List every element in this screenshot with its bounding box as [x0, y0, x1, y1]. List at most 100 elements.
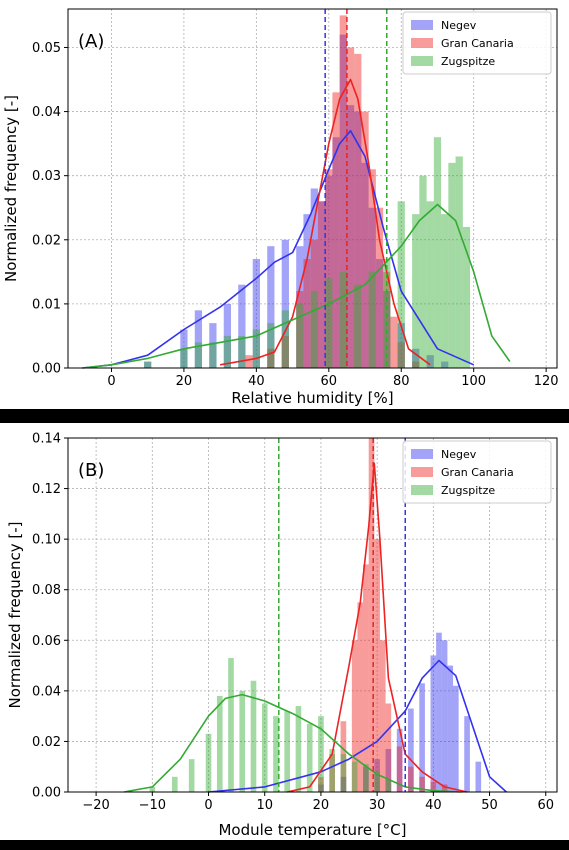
y-tick-label: 0.04	[32, 684, 61, 699]
kde-curve	[82, 203, 511, 369]
legend-box	[402, 11, 552, 75]
panel-divider-bottom	[0, 840, 569, 850]
histogram-bar	[329, 754, 335, 792]
x-tick-label: 120	[534, 374, 559, 389]
legend-entry: Gran Canaria	[441, 466, 514, 479]
x-tick-label: 50	[481, 798, 498, 813]
histogram-bar	[239, 690, 246, 792]
histogram-bar	[346, 47, 355, 368]
histogram-bar	[180, 348, 188, 368]
x-tick-label: 20	[313, 798, 330, 813]
histogram-bar	[357, 602, 364, 792]
legend-entry: Negev	[441, 19, 477, 32]
x-axis-label: Module temperature [°C]	[218, 821, 406, 839]
x-tick-label: 80	[393, 374, 410, 389]
histogram-bar	[306, 723, 313, 792]
histogram-bar	[252, 329, 260, 368]
x-tick-label: 60	[537, 798, 554, 813]
histogram-bar	[318, 776, 324, 792]
histogram-bar	[194, 342, 203, 368]
histogram-bar	[390, 316, 398, 368]
x-tick-label: 10	[256, 798, 273, 813]
histogram-bar	[332, 137, 340, 368]
y-tick-label: 0.01	[32, 297, 61, 312]
kde-curve	[124, 693, 462, 793]
kde-curve	[287, 462, 468, 793]
histogram-bar	[375, 259, 384, 368]
histogram-bar	[325, 278, 333, 368]
panel-label: (B)	[78, 460, 104, 481]
y-tick-label: 0.10	[32, 533, 61, 548]
histogram-bar	[194, 310, 203, 368]
x-tick-label: 0	[204, 798, 212, 813]
histogram-bar	[374, 771, 380, 792]
histogram-bar	[368, 169, 376, 368]
histogram-bar	[209, 323, 217, 368]
legend-swatch	[411, 467, 433, 477]
legend-entry: Gran Canaria	[441, 37, 514, 50]
histogram-bar	[419, 175, 427, 368]
histogram-bar	[340, 721, 347, 792]
x-tick-label: 0	[107, 374, 115, 389]
histogram-bar	[340, 754, 347, 792]
histogram-bar	[426, 201, 434, 368]
histogram-bar	[397, 323, 405, 368]
histogram-bar	[475, 761, 482, 792]
series-negev	[144, 34, 449, 369]
histogram-bar	[430, 781, 437, 792]
y-tick-label: 0.00	[32, 362, 61, 377]
histogram-bar	[396, 728, 403, 792]
histogram-bar	[209, 342, 217, 368]
histogram-bar	[223, 303, 231, 368]
histogram-bar	[354, 284, 362, 368]
series-gran-canaria	[318, 438, 448, 792]
legend-entry: Zugspitze	[441, 55, 495, 68]
y-axis-label: Normalized frequency [-]	[6, 522, 24, 709]
axes-frame	[67, 437, 558, 793]
histogram-bar	[284, 711, 291, 792]
histogram-bar	[188, 759, 195, 792]
legend-entry: Zugspitze	[441, 484, 495, 497]
histogram-bar	[354, 111, 362, 369]
histogram-bar	[318, 716, 324, 792]
histogram-bar	[296, 291, 304, 368]
x-tick-label: 100	[461, 374, 486, 389]
y-axis-label: Normalized frequency [-]	[2, 95, 20, 282]
histogram-bar	[250, 680, 257, 792]
histogram-bar	[144, 361, 152, 368]
histogram-bar	[238, 284, 246, 368]
histogram-bar	[228, 657, 234, 792]
histogram-bar	[281, 310, 289, 368]
histogram-bar	[436, 632, 442, 792]
histogram-bar	[396, 746, 403, 792]
histogram-bar	[318, 784, 324, 792]
histogram-bar	[368, 438, 375, 792]
histogram-bar	[329, 749, 335, 792]
histogram-bar	[310, 239, 318, 368]
x-tick-label: 40	[248, 374, 265, 389]
histogram-bar	[433, 137, 442, 368]
histogram-bar	[447, 665, 454, 792]
histogram-bar	[171, 776, 178, 792]
histogram-bar	[419, 776, 425, 792]
histogram-bar	[412, 214, 420, 368]
legend-swatch	[411, 56, 433, 66]
histogram-bar	[205, 733, 212, 792]
legend-swatch	[411, 449, 433, 459]
series-zugspitze	[149, 657, 392, 792]
y-tick-label: 0.02	[32, 233, 61, 248]
histogram-bar	[363, 564, 369, 792]
histogram-bar	[368, 207, 376, 368]
x-tick-label: 30	[369, 798, 386, 813]
kde-curve	[219, 78, 431, 366]
histogram-bar	[267, 323, 275, 368]
chart-panel-b: −20 −10 0 10 20 30 40 50 60 0.00 0.02 0.04 0.06 0.08 0…	[6, 432, 558, 839]
y-tick-label: 0.06	[32, 634, 61, 649]
kde-curve	[82, 130, 475, 369]
histogram-bar	[385, 779, 392, 792]
histogram-bar	[374, 759, 380, 792]
histogram-bar	[385, 703, 392, 792]
histogram-bar	[379, 640, 386, 792]
y-tick-label: 0.14	[32, 432, 61, 447]
